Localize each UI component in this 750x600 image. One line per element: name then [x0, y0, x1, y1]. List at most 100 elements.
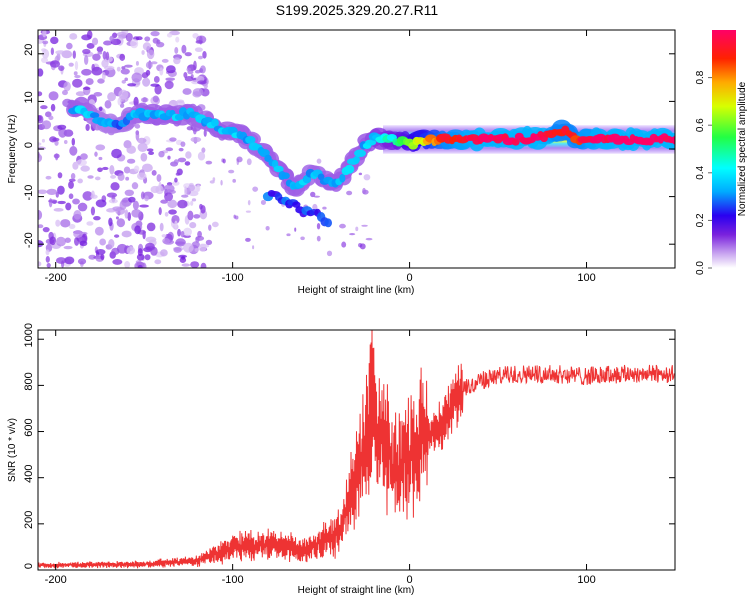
- spectrogram-cell: [205, 239, 213, 245]
- spectrogram-cell: [184, 186, 188, 196]
- colorbar-tick-label: 0.4: [695, 165, 706, 179]
- spectrogram-cell: [316, 222, 321, 230]
- spectrogram-cell: [107, 208, 114, 213]
- spectrogram-cell: [361, 224, 368, 227]
- spectrogram-cell: [158, 181, 162, 191]
- spectrogram-cell: [87, 175, 94, 179]
- spectrogram-cell: [97, 51, 103, 55]
- spectrogram-cell: [57, 124, 67, 130]
- spectrogram-cell: [245, 210, 251, 213]
- spectrogram-cell: [137, 264, 143, 268]
- spectrogram-cell: [45, 249, 50, 256]
- spectrogram-cell: [183, 71, 188, 78]
- spectrogram-cell: [142, 42, 152, 51]
- spectrogram-cell: [181, 263, 191, 267]
- spectrogram-cell: [120, 68, 130, 75]
- spectrogram-cell: [98, 156, 103, 161]
- spectrogram-cell: [46, 188, 58, 195]
- spectrogram-cell: [175, 36, 180, 43]
- colorbar-label: Normalized spectral amplitude: [737, 81, 748, 216]
- spectrogram-cell: [68, 178, 76, 182]
- spectrogram-cell: [97, 78, 105, 84]
- spectrogram-cell: [245, 135, 256, 144]
- spectrogram-cell: [110, 174, 116, 179]
- spectrogram-cell: [57, 172, 63, 179]
- spectrogram-cell: [102, 51, 107, 60]
- spectrogram-cell: [64, 256, 75, 265]
- spectrogram-cell: [150, 185, 160, 194]
- spectrogram-cell: [41, 57, 49, 64]
- spectrogram-cell: [324, 218, 333, 228]
- spectrogram-cell: [65, 202, 72, 211]
- spectrogram-cell: [187, 210, 194, 221]
- spectrogram-y-tick-label: 20: [23, 44, 35, 56]
- spectrogram-cell: [112, 259, 123, 265]
- spectrogram-cell: [177, 157, 187, 163]
- spectrogram-cell: [134, 165, 140, 172]
- spectrogram-cell: [74, 60, 79, 71]
- spectrogram-cell: [68, 180, 74, 189]
- spectrogram-cell: [55, 50, 66, 55]
- spectrogram-cell: [195, 40, 203, 44]
- spectrogram-cell: [184, 76, 194, 82]
- spectrogram-cell: [187, 69, 194, 75]
- spectrogram-cell: [181, 44, 187, 54]
- spectrogram-cell: [38, 91, 43, 97]
- spectrogram-cell: [105, 51, 110, 61]
- spectrogram-cell: [184, 161, 191, 166]
- spectrogram-cell: [359, 243, 366, 250]
- spectrogram-cell: [190, 261, 200, 268]
- spectrogram-cell: [53, 208, 64, 212]
- spectrogram-cell: [175, 172, 181, 176]
- spectrogram-cell: [168, 209, 177, 215]
- spectrogram-cell: [45, 175, 52, 180]
- spectrogram-cell: [85, 78, 94, 86]
- spectrogram-cell: [363, 174, 371, 181]
- spectrogram-cell: [99, 238, 107, 246]
- spectrogram-cell: [160, 249, 168, 257]
- spectrogram-cell: [38, 146, 46, 151]
- spectrogram-cell: [164, 211, 169, 217]
- spectrogram-cell: [73, 230, 83, 238]
- spectrogram-cell: [354, 149, 366, 158]
- colorbar-tick-label: 0.2: [695, 213, 706, 227]
- spectrogram-cell: [55, 219, 61, 227]
- spectrogram-cell: [139, 204, 149, 208]
- spectrogram-cell: [142, 136, 151, 146]
- spectrogram-cell: [135, 60, 139, 66]
- spectrogram-cell: [182, 242, 194, 253]
- spectrogram-cell: [132, 200, 139, 210]
- spectrogram-cell: [104, 100, 112, 109]
- spectrogram-cell: [286, 233, 291, 237]
- spectrogram-cell: [173, 159, 179, 165]
- spectrogram-cell: [90, 206, 96, 216]
- spectrogram-cell: [174, 177, 178, 183]
- spectrogram-x-tick-label: -100: [222, 272, 244, 284]
- spectrogram-cell: [121, 230, 132, 238]
- spectrogram-cell: [112, 206, 123, 212]
- colorbar-tick-label: 0.6: [695, 118, 706, 132]
- snr-y-tick-label: 600: [23, 418, 35, 436]
- spectrogram-cell: [177, 228, 181, 237]
- spectrogram-cell: [124, 261, 131, 268]
- spectrogram-cell: [117, 97, 122, 106]
- spectrogram-cell: [178, 147, 184, 152]
- spectrogram-x-ticks: -200 -100 0 100: [45, 30, 596, 284]
- spectrogram-cell: [173, 57, 181, 65]
- spectrogram-cell: [144, 195, 149, 202]
- spectrogram-cell: [38, 224, 44, 229]
- spectrogram-cell: [68, 62, 74, 67]
- figure-title: S199.2025.329.20.27.R11: [276, 2, 439, 18]
- spectrogram-cell: [41, 138, 45, 143]
- spectrogram-cell: [222, 158, 226, 164]
- spectrogram-x-label: Height of straight line (km): [298, 285, 415, 296]
- spectrogram-cell: [107, 92, 116, 102]
- spectrogram-cell: [671, 135, 675, 145]
- spectrogram-cell: [146, 49, 155, 60]
- spectrogram-cell: [137, 142, 148, 153]
- spectrogram-cell: [316, 158, 322, 164]
- spectrogram-cell: [161, 234, 167, 238]
- spectrogram-cell: [265, 225, 270, 231]
- spectrogram-cell: [349, 233, 356, 236]
